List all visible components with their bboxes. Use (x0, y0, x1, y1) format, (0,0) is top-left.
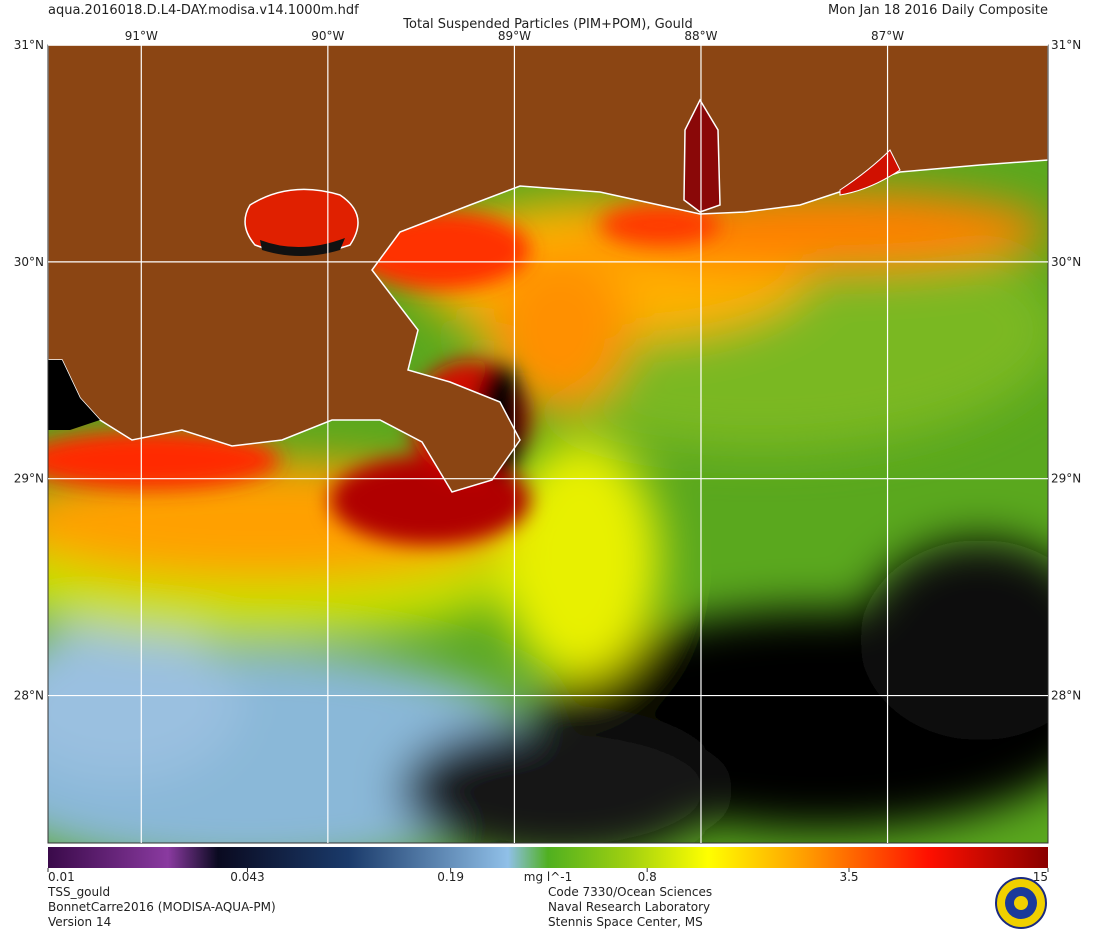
longitude-label: 90°W (311, 29, 344, 43)
latitude-label: 30°N (14, 255, 44, 269)
footer-center: Code 7330/Ocean Sciences (548, 885, 712, 899)
latitude-label: 29°N (1051, 472, 1081, 486)
colorbar-unit: mg l^-1 (524, 870, 572, 884)
map-title: Total Suspended Particles (PIM+POM), Gou… (402, 17, 692, 32)
composite-date: Mon Jan 18 2016 Daily Composite (828, 3, 1048, 18)
longitude-label: 87°W (871, 29, 904, 43)
latitude-label: 28°N (14, 689, 44, 703)
footer-center: Stennis Space Center, MS (548, 915, 703, 929)
latitude-label: 31°N (1051, 38, 1081, 52)
nrl-logo (995, 877, 1047, 929)
longitude-label: 91°W (125, 29, 158, 43)
footer-center: Naval Research Laboratory (548, 900, 710, 914)
footer-left: BonnetCarre2016 (MODISA-AQUA-PM) (48, 900, 276, 914)
bay (839, 149, 901, 196)
longitude-label: 88°W (684, 29, 717, 43)
lake (244, 188, 359, 255)
map-image (48, 45, 1048, 843)
latitude-label: 29°N (14, 472, 44, 486)
marsh (48, 360, 100, 430)
longitude-label: 89°W (498, 29, 531, 43)
lake-shoal (260, 238, 345, 256)
footer-left: TSS_gould (47, 885, 110, 899)
colorbar-tick-label: 0.19 (437, 870, 464, 884)
colorbar-tick-label: 0.8 (638, 870, 657, 884)
latitude-label: 31°N (14, 38, 44, 52)
colorbar-tick-label: 15 (1033, 870, 1048, 884)
latitude-label: 30°N (1051, 255, 1081, 269)
file-name: aqua.2016018.D.L4-DAY.modisa.v14.1000m.h… (48, 3, 359, 18)
colorbar-tick-label: 3.5 (839, 870, 858, 884)
colorbar-tick-label: 0.043 (230, 870, 264, 884)
latitude-label: 28°N (1051, 689, 1081, 703)
colorbar-tick-label: 0.01 (48, 870, 75, 884)
footer-left: Version 14 (48, 915, 111, 929)
colorbar (48, 847, 1048, 868)
bay (683, 98, 721, 213)
land (48, 45, 1048, 493)
